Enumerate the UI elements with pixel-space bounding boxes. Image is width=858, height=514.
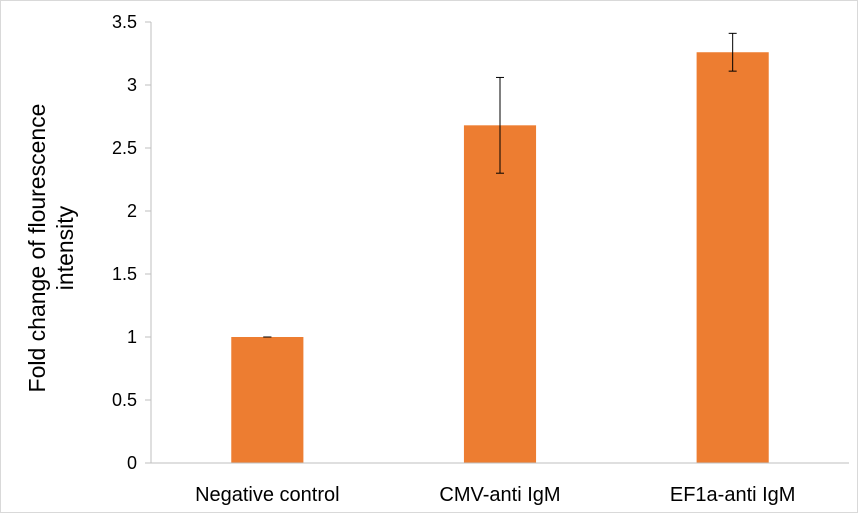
- bars-group: [231, 52, 769, 464]
- bar: [463, 125, 537, 463]
- y-tick-label: 1.5: [112, 264, 137, 284]
- y-axis-title-line-2: intensity: [52, 205, 78, 290]
- y-tick-label: 1: [127, 327, 137, 347]
- y-tick-label: 0.5: [112, 390, 137, 410]
- error-bar: [728, 32, 737, 72]
- x-category-label: CMV-anti IgM: [439, 484, 560, 506]
- y-tick-label: 2: [127, 201, 137, 221]
- bar: [696, 52, 769, 464]
- y-tick-label: 3.5: [112, 12, 137, 32]
- y-tick-label: 2.5: [112, 138, 137, 158]
- x-axis-labels: Negative control CMV-anti IgM EF1a-anti Ig…: [195, 484, 795, 506]
- x-category-label: Negative control: [195, 484, 340, 506]
- y-tick-label: 0: [127, 453, 137, 473]
- y-axis-ticks: 0 0.5 1 1.5 2 2.5 3 3.5: [112, 12, 151, 473]
- y-axis-title: Fold change of flourescence intensity: [24, 104, 78, 393]
- axes-group: [150, 22, 849, 464]
- error-bars-group: [263, 32, 737, 338]
- y-axis-title-line-1: Fold change of flourescence: [24, 104, 50, 393]
- error-bar: [496, 76, 504, 174]
- bar: [231, 337, 304, 463]
- y-tick-label: 3: [127, 75, 137, 95]
- x-category-label: EF1a-anti IgM: [670, 484, 796, 506]
